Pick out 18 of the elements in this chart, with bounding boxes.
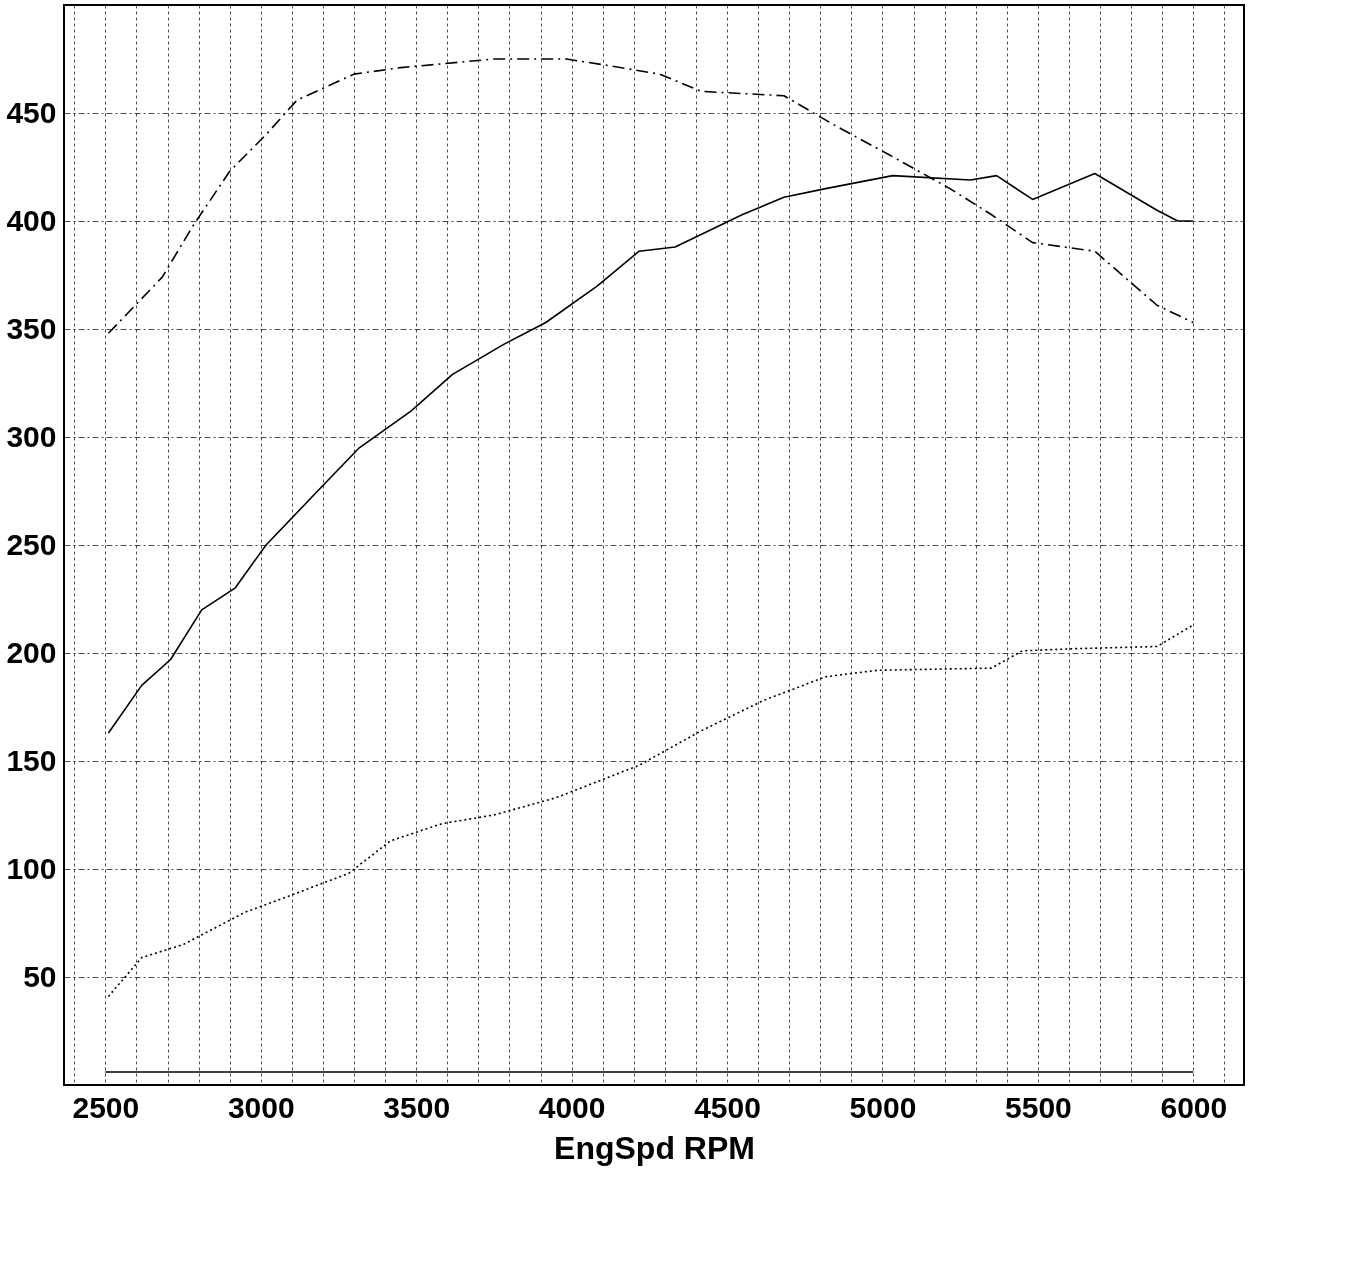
y-tick-label: 250 (6, 527, 57, 561)
y-tick-label: 350 (6, 311, 57, 345)
y-tick-label: 100 (6, 851, 57, 885)
y-tick-label: 400 (6, 203, 57, 237)
x-tick-label: 5000 (849, 1090, 917, 1124)
x-tick-label: 6000 (1160, 1090, 1228, 1124)
y-tick-label: 450 (6, 95, 57, 129)
x-tick-label: 3500 (383, 1090, 451, 1124)
y-tick-label: 50 (23, 959, 57, 993)
y-tick-label: 150 (6, 743, 57, 777)
y-tick-label: 300 (6, 419, 57, 453)
x-tick-label: 2500 (72, 1090, 140, 1124)
x-tick-label: 4000 (538, 1090, 606, 1124)
x-axis-title: EngSpd RPM (554, 1129, 755, 1166)
y-tick-label: 200 (6, 635, 57, 669)
x-tick-label: 3000 (227, 1090, 295, 1124)
x-tick-label: 4500 (694, 1090, 761, 1124)
x-tick-label: 5500 (1005, 1090, 1072, 1124)
